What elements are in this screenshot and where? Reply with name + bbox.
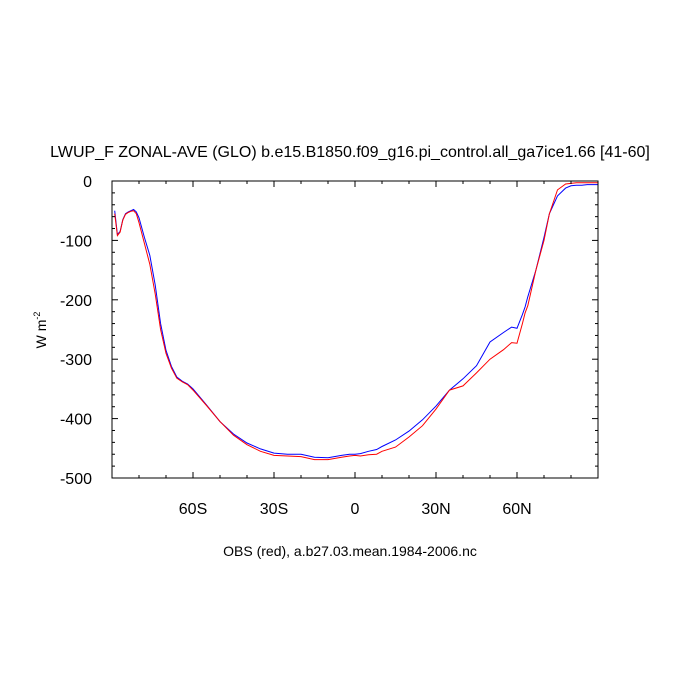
- axis-ticks: [112, 180, 598, 479]
- plot-frame: [111, 180, 599, 479]
- x-axis-label: OBS (red), a.b27.03.mean.1984-2006.nc: [223, 543, 477, 559]
- y-axis-label: W m-2: [32, 312, 49, 349]
- x-tick-labels: 60S 30S 0 30N 60N: [179, 501, 532, 518]
- x-tick-label: 60S: [179, 501, 207, 518]
- chart-title: LWUP_F ZONAL-AVE (GLO) b.e15.B1850.f09_g…: [50, 144, 650, 161]
- series-line-1: [114, 182, 598, 461]
- y-tick-label: -200: [60, 293, 92, 310]
- y-tick-label: -100: [60, 233, 92, 250]
- plot-lines: [114, 182, 598, 461]
- series-line-0: [114, 184, 598, 459]
- y-tick-label: -300: [60, 352, 92, 369]
- y-tick-label: -500: [60, 471, 92, 488]
- x-tick-label: 30S: [260, 501, 288, 518]
- y-tick-label: 0: [83, 174, 92, 191]
- x-tick-label: 60N: [502, 501, 531, 518]
- x-tick-label: 0: [351, 501, 360, 518]
- y-axis-label-exponent: -2: [32, 312, 42, 320]
- y-tick-label: -400: [60, 412, 92, 429]
- y-tick-labels: 0 -100 -200 -300 -400 -500: [60, 174, 92, 488]
- x-tick-label: 30N: [421, 501, 450, 518]
